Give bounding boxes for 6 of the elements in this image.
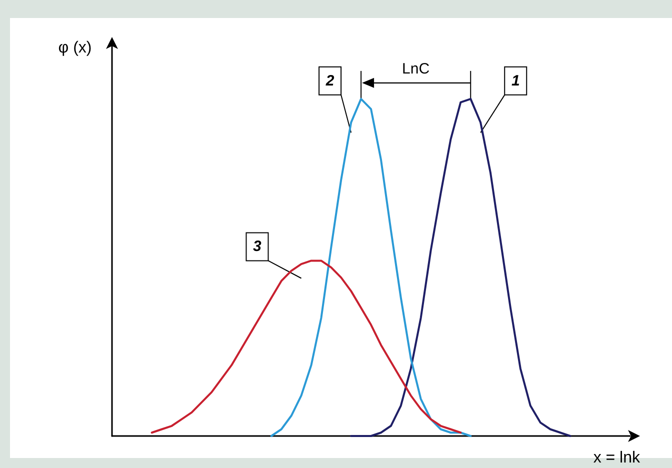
series-label: 2 [324,72,335,90]
y-axis-title: φ (x) [58,40,92,56]
text: 3 [253,238,262,256]
x-axis-title: x = lnk [593,450,641,466]
text: 1 [511,72,520,90]
text: LnC [402,60,430,78]
